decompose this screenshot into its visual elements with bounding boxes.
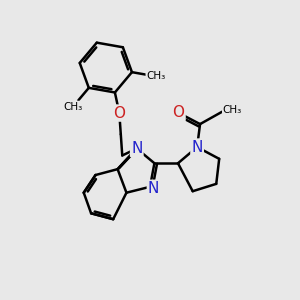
Text: N: N [148, 181, 159, 196]
Text: CH₃: CH₃ [64, 102, 83, 112]
Text: N: N [191, 140, 203, 154]
Text: N: N [131, 141, 142, 156]
Text: CH₃: CH₃ [146, 71, 166, 81]
Text: O: O [172, 105, 184, 120]
Text: CH₃: CH₃ [223, 105, 242, 115]
Text: O: O [113, 106, 125, 121]
